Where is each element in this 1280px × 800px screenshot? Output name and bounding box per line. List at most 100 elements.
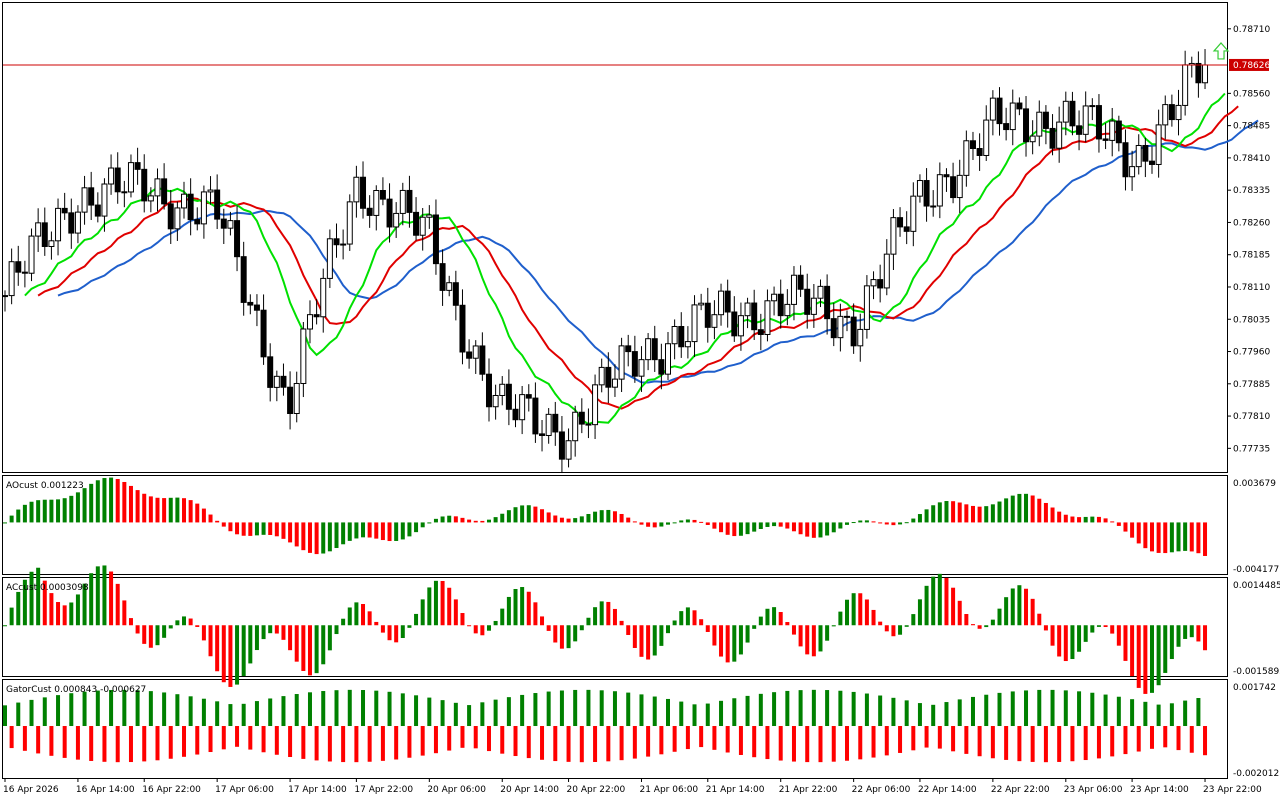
histogram-bar — [1149, 522, 1154, 552]
histogram-bar — [49, 726, 54, 756]
histogram-bar — [520, 587, 525, 626]
histogram-bar — [791, 522, 796, 532]
histogram-bar — [626, 517, 631, 523]
histogram-bar — [626, 625, 631, 635]
candle — [240, 241, 247, 316]
candle — [181, 181, 188, 219]
histogram-bar — [818, 625, 823, 652]
histogram-bar — [970, 696, 975, 727]
histogram-bar — [56, 499, 61, 523]
histogram-bar — [772, 522, 777, 527]
histogram-bar — [155, 726, 160, 761]
candle — [459, 289, 466, 365]
histogram-bar — [294, 694, 299, 727]
histogram-bar — [798, 625, 803, 647]
histogram-bar — [274, 625, 279, 634]
candle — [751, 289, 758, 341]
histogram-bar — [513, 589, 518, 626]
histogram-bar — [89, 726, 94, 761]
histogram-bar — [679, 520, 684, 523]
time-axis-label: 17 Apr 06:00 — [215, 785, 274, 795]
candle — [963, 130, 970, 187]
candle — [320, 268, 327, 333]
histogram-bar — [831, 625, 836, 627]
histogram-bar — [1116, 625, 1121, 646]
histogram-bar — [447, 587, 452, 626]
candle — [830, 302, 837, 347]
ao-title: AOcust 0.001223 — [6, 481, 84, 491]
histogram-bar — [62, 498, 67, 523]
candle — [1148, 146, 1155, 174]
histogram-bar — [387, 522, 392, 542]
histogram-bar — [374, 522, 379, 539]
histogram-bar — [1057, 625, 1062, 657]
main-pane[interactable] — [2, 2, 1228, 473]
histogram-bar — [937, 502, 942, 523]
histogram-bar — [115, 478, 120, 523]
histogram-bar — [1130, 522, 1135, 538]
histogram-bar — [1203, 522, 1208, 556]
histogram-bar — [1110, 521, 1115, 523]
candle — [943, 168, 950, 192]
histogram-bar — [526, 505, 531, 523]
histogram-bar — [818, 522, 823, 538]
histogram-bar — [182, 616, 187, 626]
histogram-bar — [798, 522, 803, 535]
histogram-bar — [1130, 699, 1135, 727]
histogram-bar — [1037, 689, 1042, 727]
ac-pane[interactable] — [2, 577, 1228, 677]
histogram-bar — [281, 522, 286, 539]
ao-pane[interactable] — [2, 475, 1228, 575]
histogram-bar — [924, 509, 929, 523]
histogram-bar — [692, 610, 697, 626]
histogram-bar — [9, 607, 14, 626]
histogram-bar — [904, 700, 909, 727]
candle — [638, 346, 645, 392]
histogram-bar — [805, 726, 810, 763]
histogram-bar — [659, 726, 664, 755]
histogram-bar — [36, 500, 41, 523]
histogram-bar — [712, 625, 717, 646]
histogram-bar — [221, 625, 226, 683]
histogram-bar — [1196, 625, 1201, 642]
histogram-bar — [1163, 522, 1168, 554]
histogram-bar — [931, 576, 936, 626]
candle — [147, 187, 154, 213]
histogram-bar — [208, 514, 213, 523]
histogram-bar — [579, 516, 584, 523]
histogram-bar — [1037, 613, 1042, 626]
histogram-bar — [964, 614, 969, 626]
histogram-bar — [268, 698, 273, 727]
histogram-bar — [752, 625, 757, 629]
candle — [658, 343, 665, 390]
histogram-bar — [738, 522, 743, 536]
histogram-bar — [248, 726, 253, 750]
histogram-bar — [752, 522, 757, 532]
histogram-bar — [175, 620, 180, 626]
candle — [1036, 100, 1043, 147]
histogram-bar — [1043, 726, 1048, 763]
histogram-bar — [593, 607, 598, 626]
histogram-bar — [1070, 625, 1075, 660]
candle — [21, 260, 28, 288]
histogram-bar — [1163, 625, 1168, 673]
histogram-bar — [646, 726, 651, 757]
histogram-bar — [884, 522, 889, 525]
candle — [452, 270, 459, 321]
histogram-bar — [354, 522, 359, 539]
histogram-bar — [851, 691, 856, 727]
histogram-bar — [513, 726, 518, 757]
candle — [950, 162, 957, 204]
candle — [413, 197, 420, 241]
histogram-bar — [1096, 516, 1101, 523]
histogram-bar — [559, 625, 564, 649]
histogram-bar — [526, 726, 531, 759]
histogram-bar — [321, 691, 326, 727]
histogram-bar — [321, 625, 326, 665]
histogram-bar — [135, 625, 140, 634]
candle — [1029, 120, 1036, 155]
histogram-bar — [977, 726, 982, 757]
histogram-bar — [460, 517, 465, 523]
histogram-bar — [433, 580, 438, 626]
